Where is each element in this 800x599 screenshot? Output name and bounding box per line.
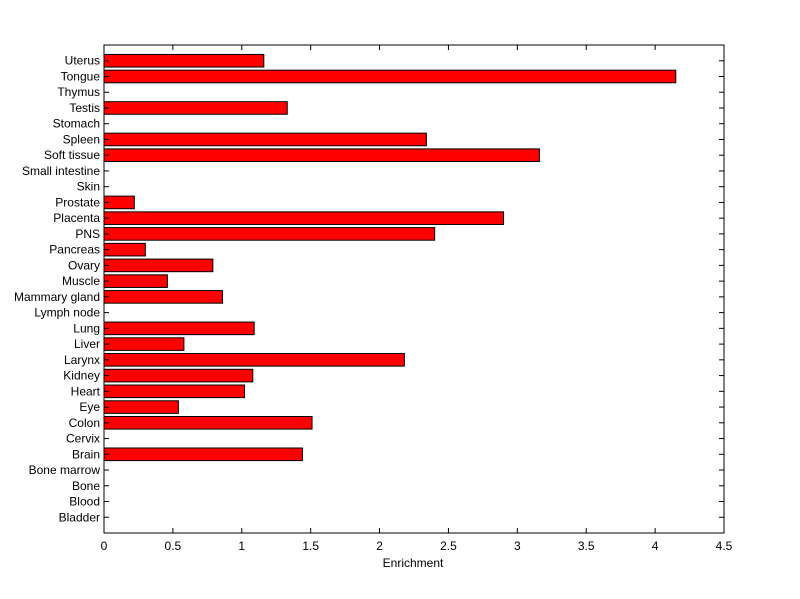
bar-testis [103,101,288,115]
bar-soft-tissue [103,148,540,162]
x-tick-label: 3 [514,539,521,553]
x-axis-label: Enrichment [383,556,444,570]
bar-pancreas [103,242,146,257]
x-tick-label: 0.5 [165,539,182,553]
y-tick-label: Cervix [66,432,100,446]
y-tick-label: Liver [74,337,100,351]
bar-colon [103,416,313,430]
bar-ovary [103,258,214,273]
x-tick-label: 2.5 [440,539,457,553]
y-tick-label: Small intestine [22,164,100,178]
x-tick-label: 0 [101,539,108,553]
x-tick-label: 4 [652,539,659,553]
y-tick-label: Placenta [53,211,100,225]
bar-lung [103,321,255,336]
y-tick-label: Eye [79,400,100,414]
bar-placenta [103,211,505,225]
y-tick-label: Thymus [57,85,100,99]
y-tick-label: Pancreas [49,243,100,257]
y-tick-label: Uterus [65,54,100,68]
x-tick-label: 3.5 [578,539,595,553]
plot-frame [103,44,725,534]
bar-muscle [103,274,168,288]
bar-liver [103,337,185,351]
bar-larynx [103,353,405,367]
bar-eye [103,400,179,414]
y-tick-label: Muscle [62,274,100,288]
x-tick-label: 1.5 [302,539,319,553]
y-tick-label: Brain [72,447,100,461]
y-tick-label: Ovary [68,258,100,272]
y-tick-label: Bladder [59,510,100,524]
bar-mammary-gland [103,290,223,304]
y-tick-label: Larynx [64,353,100,367]
x-axis-ticks: 0 0.5 1 1.5 2 2.5 3 3.5 4 4.5 [101,45,733,553]
y-tick-label: Tongue [61,69,101,83]
y-tick-label: Lung [73,321,100,335]
bar-tongue [103,69,677,84]
y-tick-label: Spleen [63,132,100,146]
y-tick-label: Prostate [55,195,100,209]
y-tick-label: Testis [69,101,100,115]
y-tick-label: Stomach [53,117,100,131]
y-tick-label: Blood [69,495,100,509]
bar-kidney [103,368,254,383]
y-tick-label: Kidney [63,369,100,383]
y-tick-label: Bone marrow [29,463,101,477]
x-tick-label: 2 [376,539,383,553]
x-tick-label: 1 [238,539,245,553]
y-tick-label: Bone [72,479,100,493]
bar-brain [103,447,303,462]
y-tick-label: Mammary gland [14,290,100,304]
bar-heart [103,384,246,399]
x-tick-label: 4.5 [716,539,733,553]
y-tick-label: Lymph node [34,306,100,320]
y-tick-label: Colon [69,416,100,430]
bar-pns [103,227,436,241]
y-tick-label: Heart [71,384,101,398]
bar-uterus [103,53,265,68]
y-tick-label: Soft tissue [44,148,100,162]
y-tick-label: Skin [77,180,100,194]
y-tick-label: PNS [75,227,100,241]
bar-spleen [103,132,427,147]
